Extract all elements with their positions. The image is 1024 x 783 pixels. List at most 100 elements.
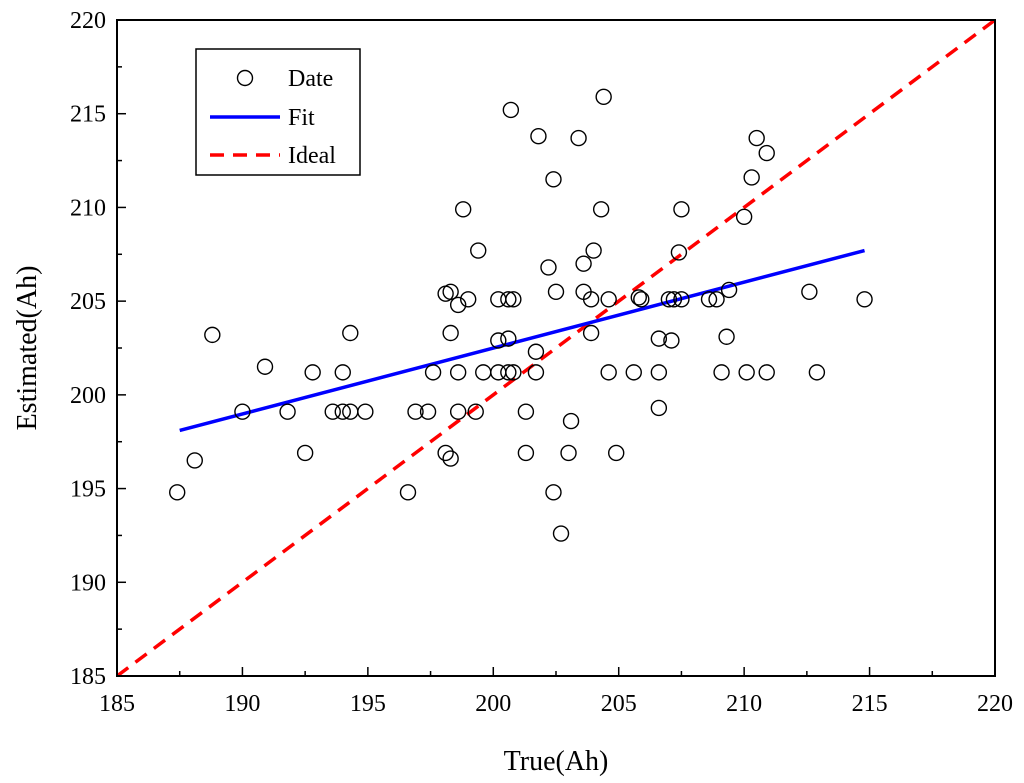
data-point	[582, 291, 600, 308]
data-point	[204, 326, 221, 344]
data-point	[545, 484, 562, 501]
legend-date-label: Date	[288, 66, 333, 92]
legend-ideal-label: Ideal	[288, 143, 336, 169]
data-point	[718, 328, 735, 345]
legend: Date Fit Ideal	[195, 48, 361, 176]
data-point	[592, 201, 610, 218]
data-point	[673, 291, 690, 308]
fit-line	[179, 248, 865, 433]
data-point	[801, 283, 818, 300]
legend-date-marker	[236, 69, 254, 87]
data-point	[296, 444, 314, 462]
axis-ticks	[116, 19, 996, 677]
data-point	[470, 242, 487, 259]
data-point	[540, 259, 557, 276]
data-point	[505, 364, 522, 381]
data-point	[700, 291, 718, 308]
data-point	[708, 291, 725, 308]
x-tick-label: 220	[977, 691, 1013, 717]
data-point	[600, 364, 617, 381]
data-point	[467, 403, 484, 420]
data-point	[454, 201, 472, 218]
data-point	[442, 283, 459, 300]
data-point	[582, 324, 600, 342]
data-point	[442, 324, 459, 342]
data-point	[517, 444, 535, 462]
data-point	[585, 242, 602, 259]
data-point	[630, 289, 647, 306]
data-point	[575, 255, 592, 272]
data-point	[334, 364, 351, 381]
y-tick-labels: 185 190 195 200 205 210 215 220	[70, 8, 106, 690]
data-point	[608, 444, 625, 462]
data-point	[673, 201, 690, 218]
data-point	[234, 403, 251, 420]
legend-fit-label: Fit	[288, 105, 315, 131]
y-tick-label: 205	[70, 289, 106, 315]
data-point	[324, 403, 341, 420]
data-point	[505, 291, 522, 308]
x-tick-label: 195	[350, 691, 386, 717]
y-tick-label: 200	[70, 383, 106, 409]
data-point	[743, 169, 760, 186]
data-point	[342, 324, 359, 342]
data-point	[527, 364, 545, 381]
data-point	[808, 364, 826, 381]
data-point	[545, 171, 562, 188]
x-tick-label: 215	[852, 691, 888, 717]
data-point	[527, 343, 545, 360]
data-point	[735, 208, 753, 226]
data-point	[490, 332, 507, 349]
data-point	[633, 291, 650, 308]
data-point	[530, 128, 547, 145]
data-point	[399, 484, 417, 501]
data-point	[665, 291, 683, 308]
x-axis-title: True(Ah)	[504, 746, 609, 777]
data-point	[407, 403, 424, 420]
y-axis-title: Estimated(Ah)	[12, 266, 43, 431]
data-point	[720, 281, 738, 299]
data-point	[856, 291, 873, 308]
x-tick-label: 190	[224, 691, 260, 717]
data-point	[670, 244, 688, 261]
y-tick-label: 210	[70, 195, 106, 221]
data-point	[570, 129, 587, 147]
data-point	[650, 330, 668, 347]
data-point	[460, 291, 477, 308]
data-point	[304, 364, 321, 381]
data-point	[334, 403, 351, 420]
data-point	[625, 364, 642, 381]
data-point	[419, 403, 437, 420]
data-point	[517, 403, 535, 420]
data-point	[449, 364, 467, 381]
data-point	[449, 296, 467, 314]
data-point	[650, 364, 668, 381]
x-tick-labels: 185 190 195 200 205 210 215 220	[99, 691, 1013, 717]
y-tick-label: 185	[70, 664, 106, 690]
data-point	[437, 444, 454, 462]
data-point	[279, 403, 296, 420]
data-point	[595, 88, 612, 106]
data-point	[357, 403, 374, 420]
data-point	[650, 399, 668, 417]
data-point	[547, 283, 565, 300]
x-tick-label: 185	[99, 691, 135, 717]
x-tick-label: 200	[475, 691, 511, 717]
data-point	[758, 144, 775, 162]
legend-frame	[195, 48, 361, 176]
data-point	[758, 364, 775, 381]
data-point	[186, 452, 203, 469]
y-tick-label: 190	[70, 570, 106, 596]
y-tick-label: 195	[70, 477, 106, 503]
data-point	[663, 332, 680, 349]
data-point	[424, 364, 442, 381]
data-point	[500, 291, 517, 308]
data-point	[169, 484, 186, 501]
data-point	[713, 364, 730, 381]
data-point	[600, 291, 617, 308]
data-point	[449, 403, 467, 420]
plot-marks	[117, 20, 995, 676]
data-point	[442, 450, 459, 467]
data-point	[748, 129, 765, 147]
